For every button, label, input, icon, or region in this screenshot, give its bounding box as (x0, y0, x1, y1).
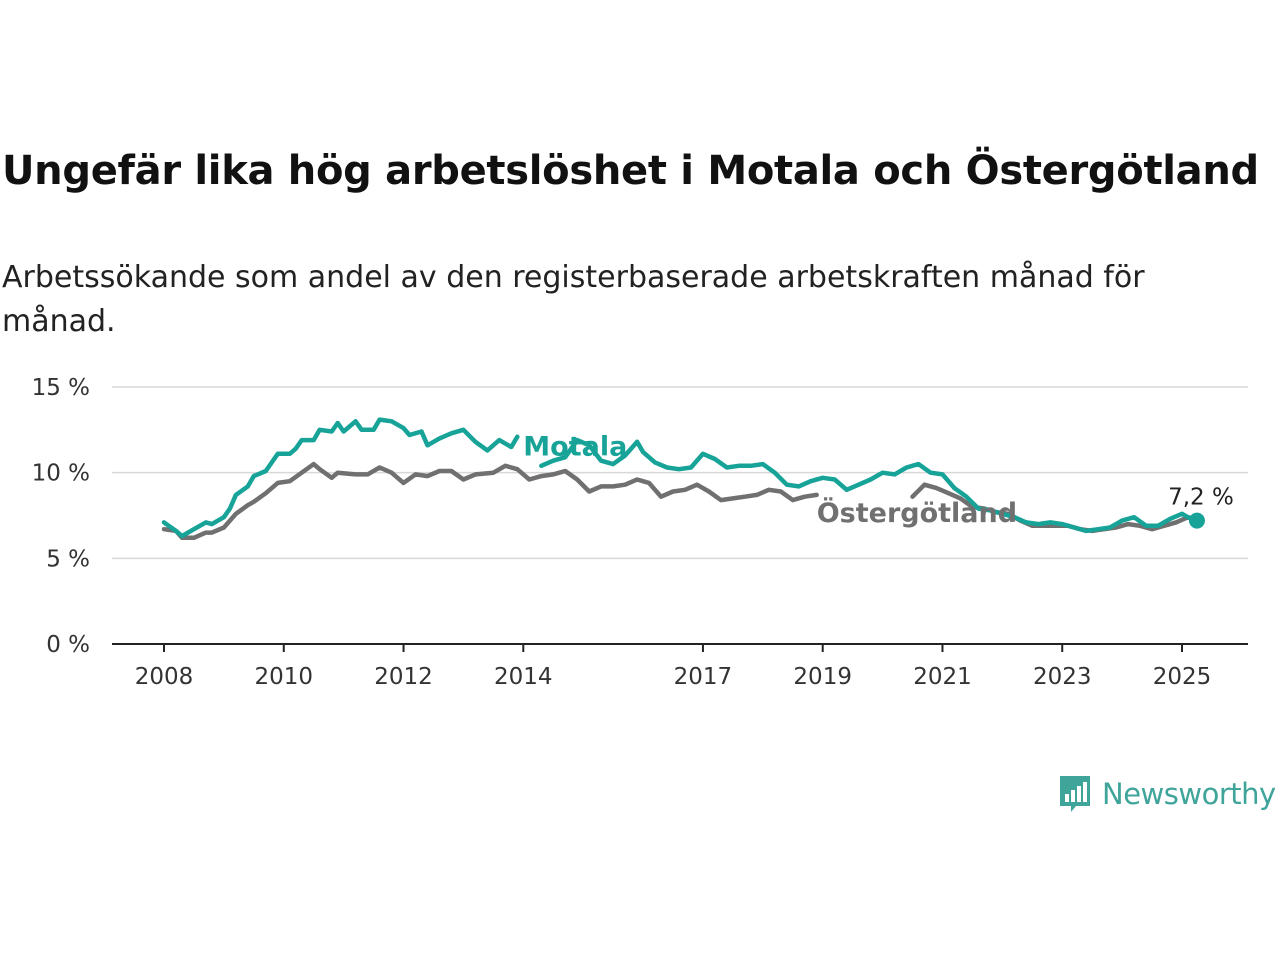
page-subtitle: Arbetssökande som andel av den registerb… (2, 260, 1145, 339)
grid-lines (112, 386, 1248, 560)
series-line-ostergotland (161, 461, 819, 541)
x-tick-label: 2008 (135, 664, 194, 690)
brand-logo: Newsworthy (1058, 772, 1276, 816)
y-tick-label: 0 % (46, 632, 90, 658)
x-tick-label: 2017 (674, 664, 733, 690)
series-line-motala (539, 437, 1197, 534)
end-point-marker (1188, 512, 1205, 529)
series-lines (161, 417, 1197, 541)
series-line-motala (161, 417, 520, 539)
y-tick-label: 10 % (32, 461, 90, 487)
series-line-ostergotland (910, 482, 1197, 534)
y-axis-ticks: 0 % 5 % 10 % 15 % (32, 375, 90, 658)
end-value-label: 7,2 % (1168, 485, 1234, 511)
x-tick-label: 2021 (913, 664, 972, 690)
line-chart: 0 %5 %10 %15 % 2008 2010 2012 2014 2017 2019 2… (32, 375, 1248, 690)
series-label-motala: Motala (523, 431, 627, 462)
series-labels: Motala Östergötland 7,2 % (523, 431, 1234, 529)
series-label-ostergotland: Östergötland (817, 496, 1017, 529)
x-tick-label: 2012 (374, 664, 433, 690)
y-tick-label: 15 % (32, 375, 90, 401)
x-axis: 2008 2010 2012 2014 2017 2019 2021 2023 2025 (112, 643, 1248, 690)
x-tick-label: 2023 (1033, 664, 1092, 690)
bar-chart-icon (1060, 776, 1090, 812)
x-tick-label: 2019 (793, 664, 852, 690)
x-tick-label: 2010 (254, 664, 313, 690)
page-title: Ungefär lika hög arbetslöshet i Motala o… (2, 148, 1259, 194)
x-tick-label: 2014 (494, 664, 553, 690)
x-tick-label: 2025 (1153, 664, 1212, 690)
y-tick-label: 5 % (46, 546, 90, 572)
brand-name: Newsworthy (1102, 777, 1276, 811)
